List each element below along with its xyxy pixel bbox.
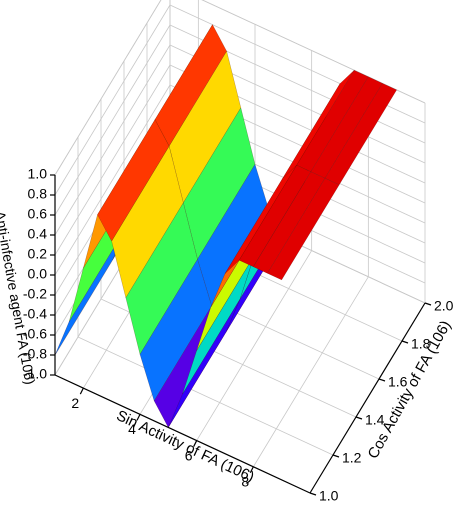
x-tick-label: 2	[71, 395, 79, 411]
x-tick-label: 6	[185, 447, 193, 463]
z-tick-label: 0.2	[28, 246, 48, 262]
z-tick-label: -0.8	[23, 346, 47, 362]
z-tick-label: 0.4	[28, 226, 48, 242]
y-tick	[424, 302, 432, 306]
y-axis-title: Cos Activity of FA (106)	[365, 318, 455, 462]
x-tick-label: 8	[241, 473, 249, 489]
y-axis	[309, 302, 426, 494]
grid-line	[54, 24, 171, 216]
y-tick-label: 2.0	[434, 298, 454, 314]
y-tick	[401, 340, 409, 344]
x-axis	[54, 374, 311, 494]
grid-line	[54, 44, 171, 236]
grid-line	[196, 250, 313, 441]
y-tick	[355, 416, 363, 420]
y-tick-label: 1.0	[319, 488, 339, 504]
z-tick-label: -0.4	[23, 306, 47, 322]
y-tick-label: 1.4	[365, 412, 385, 428]
y-tick	[378, 378, 386, 382]
x-tick	[193, 440, 198, 447]
grid-line	[54, 4, 171, 196]
y-tick	[309, 492, 317, 496]
x-tick	[136, 414, 141, 421]
y-tick	[332, 454, 340, 458]
y-tick-label: 1.8	[411, 336, 431, 352]
z-tick-label: 0.8	[28, 186, 48, 202]
z-tick-label: -0.6	[23, 326, 47, 342]
z-tick-label: 0.6	[28, 206, 48, 222]
surface-patch	[267, 178, 340, 281]
grid-line	[77, 336, 334, 456]
x-tick	[249, 466, 254, 474]
z-tick-label: -1.0	[23, 366, 47, 382]
z-tick-label: 0.0	[28, 266, 48, 282]
z-tick-label: 1.0	[28, 166, 48, 182]
x-tick	[79, 387, 84, 395]
box-edge	[54, 0, 162, 176]
y-tick-label: 1.6	[388, 374, 408, 390]
grid-line	[54, 84, 171, 276]
z-tick-label: -0.2	[23, 286, 47, 302]
grid-line	[54, 64, 171, 256]
grid-line	[252, 276, 369, 467]
y-tick-label: 1.2	[342, 450, 362, 466]
x-tick-label: 4	[128, 421, 136, 437]
